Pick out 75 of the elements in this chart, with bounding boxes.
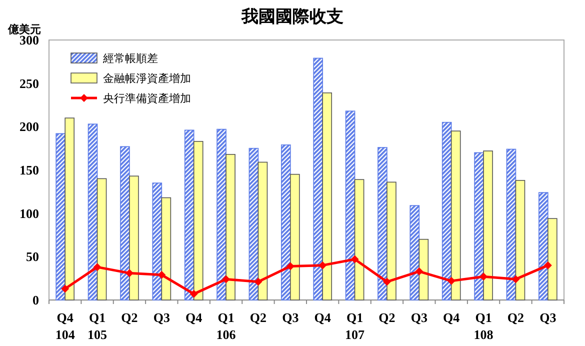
bar: [450, 130, 461, 300]
x-tick-label: Q4: [314, 310, 332, 325]
point: [318, 261, 327, 270]
point: [222, 275, 230, 284]
point: [512, 275, 520, 284]
bar: [506, 148, 516, 300]
bar: [515, 180, 526, 300]
point: [447, 276, 456, 285]
bar: [258, 162, 268, 300]
bar: [226, 154, 236, 300]
bar: [322, 92, 332, 300]
x-tick-label: Q4: [186, 310, 203, 325]
y-tick-label: 250: [20, 76, 39, 91]
bar: [378, 147, 388, 300]
x-tick-label: Q2: [121, 310, 138, 325]
y-tick-label: 150: [20, 162, 39, 178]
point: [350, 255, 359, 264]
x-tick-label: Q1 107: [345, 310, 366, 342]
point: [254, 278, 262, 286]
y-tick-label: 200: [20, 119, 39, 134]
x-tick-label: Q1 108: [474, 310, 494, 342]
bar: [64, 118, 75, 300]
y-axis-title: 億美元: [7, 23, 41, 36]
bar: [56, 133, 66, 300]
x-tick-label: Q4 104: [55, 310, 76, 342]
bar: [538, 192, 548, 300]
bar: [418, 238, 429, 300]
bar: [280, 144, 291, 300]
point: [93, 263, 102, 272]
bar: [483, 150, 493, 300]
chart-title: 我國國際收支: [240, 7, 344, 26]
bar: [88, 124, 98, 300]
x-tick-label: Q2: [507, 310, 524, 325]
y-tick-label: 50: [26, 249, 39, 264]
point: [544, 261, 552, 270]
bar: [442, 122, 452, 300]
bar: [474, 152, 484, 300]
bar: [410, 205, 420, 300]
point: [158, 270, 166, 279]
x-tick-label: Q1 106: [216, 310, 236, 342]
x-tick-label: Q3: [153, 310, 170, 325]
point: [382, 278, 391, 286]
bar: [290, 174, 300, 300]
x-tick-label: Q3: [410, 310, 428, 325]
bar: [120, 146, 130, 300]
bar: [96, 178, 107, 300]
point: [480, 272, 488, 281]
point: [190, 290, 198, 298]
x-tick-label: Q3: [540, 310, 557, 325]
x-tick-label: Q1 105: [88, 310, 108, 342]
legend-label: 金融帳淨資產增加: [103, 72, 191, 85]
bar: [161, 197, 172, 300]
y-tick-label: 0: [32, 292, 39, 308]
bar: [313, 58, 323, 300]
legend-label: 經常帳順差: [102, 52, 158, 65]
bar: [345, 110, 356, 300]
y-tick-label: 100: [20, 206, 39, 221]
x-tick-label: Q3: [282, 310, 300, 325]
bar: [193, 141, 204, 300]
point: [286, 262, 294, 270]
bar: [548, 218, 558, 300]
bar: [216, 128, 226, 300]
bar: [354, 179, 364, 300]
bar: [248, 148, 259, 300]
bar: [129, 176, 139, 300]
point: [61, 284, 70, 293]
bar: [386, 182, 396, 300]
point: [125, 269, 134, 278]
x-tick-label: Q2: [250, 310, 267, 325]
bar: [184, 130, 194, 300]
bar: [152, 182, 162, 300]
legend-label: 央行準備資產增加: [103, 92, 191, 105]
x-tick-label: Q2: [378, 310, 396, 325]
point: [415, 267, 424, 276]
x-tick-label: Q4: [443, 310, 460, 325]
